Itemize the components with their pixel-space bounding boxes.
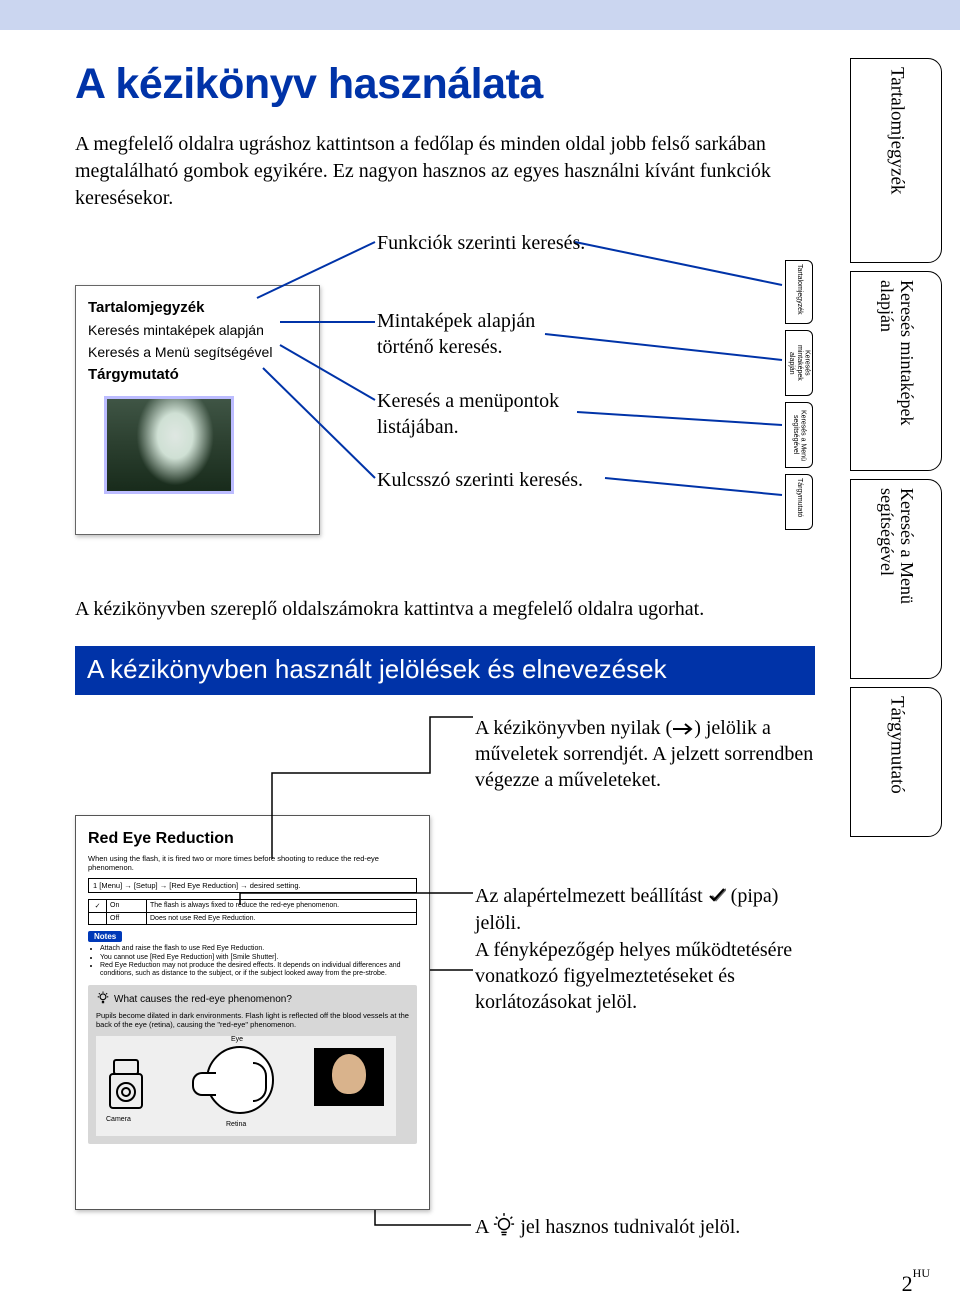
section-heading: A kézikönyvben használt jelölések és eln…	[75, 646, 815, 695]
intro-paragraph: A megfelelő oldalra ugráshoz kattintson …	[75, 131, 815, 212]
side-tab-toc[interactable]: Tartalomjegyzék	[850, 58, 942, 263]
side-tab-menu[interactable]: Keresés a Menü segítségével	[850, 479, 942, 679]
paragraph-after-fig1: A kézikönyvben szereplő oldalszámokra ka…	[75, 598, 815, 621]
side-tab-samples[interactable]: Keresés mintaképek alapján	[850, 271, 942, 471]
fig1-label: Kulcsszó szerinti keresés.	[377, 467, 583, 493]
arrow-icon	[672, 717, 694, 739]
mini-tab: Keresés a Menü segítségével	[785, 402, 813, 468]
figure-notation: Red Eye Reduction When using the flash, …	[75, 715, 815, 1235]
page-number: 2HU	[902, 1271, 930, 1297]
mini-tab: Tárgymutató	[785, 474, 813, 530]
check-icon	[708, 884, 726, 910]
arrow-prefix: A kézikönyvben nyilak (	[475, 717, 672, 739]
fig1-label: Keresés a menüpontok listájában.	[377, 388, 587, 440]
fig1-label: Funkciók szerinti keresés.	[377, 230, 585, 256]
fig2-label-check: Az alapértelmezett beállítást (pipa) jel…	[475, 883, 815, 936]
lightbulb-icon	[493, 1213, 515, 1244]
side-tab-index[interactable]: Tárgymutató	[850, 687, 942, 837]
side-tabs: Tartalomjegyzék Keresés mintaképek alapj…	[850, 58, 942, 845]
mini-side-tabs: Tartalomjegyzék Keresés mintaképek alapj…	[785, 260, 815, 536]
mini-tab: Tartalomjegyzék	[785, 260, 813, 324]
fig2-label-bulb: A jel hasznos tudnivalót jelöl.	[475, 1213, 815, 1244]
figure-cover-navigation: Tartalomjegyzék Keresés mintaképek alapj…	[75, 230, 815, 570]
fig2-label-arrow: A kézikönyvben nyilak () jelölik a művel…	[475, 715, 815, 793]
top-bar	[0, 0, 960, 30]
main-content: A kézikönyv használata A megfelelő oldal…	[75, 60, 815, 1235]
page-title: A kézikönyv használata	[75, 60, 815, 109]
fig1-label: Mintaképek alapján történő keresés.	[377, 308, 577, 360]
fig2-label-warning: A fényképezőgép helyes működtetésére von…	[475, 937, 815, 1015]
mini-tab: Keresés mintaképek alapján	[785, 330, 813, 396]
